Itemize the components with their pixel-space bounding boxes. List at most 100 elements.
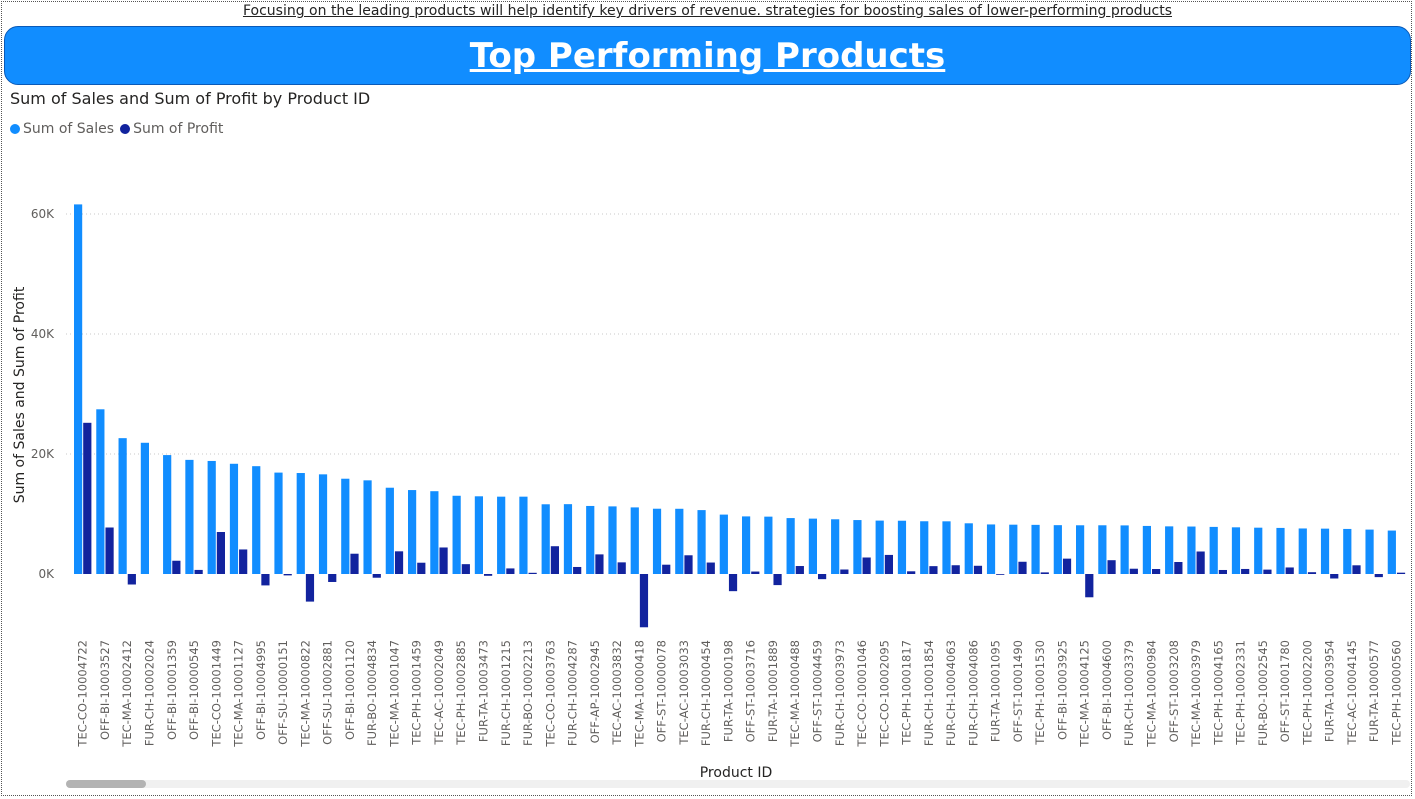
profit-bar-2 [127,574,136,585]
x-tick-label: FUR-CH-10000454 [699,640,713,746]
sales-bar-45 [1076,525,1085,574]
profit-bar-9 [283,574,292,576]
sales-bar-6 [207,460,216,574]
title-banner: Top Performing Products [4,26,1411,85]
profit-bar-14 [394,551,404,574]
chart-title: Sum of Sales and Sum of Profit by Produc… [10,89,371,108]
x-tick-label: FUR-CH-10001854 [922,640,936,746]
profit-bar-25 [639,574,649,628]
profit-bar-58 [1374,574,1383,578]
profit-bar-21 [550,546,559,574]
sales-bar-53 [1254,527,1263,574]
sales-bar-52 [1231,527,1241,574]
y-axis-title: Sum of Sales and Sum of Profit [12,286,28,503]
profit-bar-44 [1062,558,1072,574]
legend-profit-marker [120,124,131,134]
sales-bar-32 [786,518,795,574]
y-tick-label: 0K [38,567,55,581]
sales-bar-58 [1365,529,1374,574]
sales-bar-34 [831,519,840,574]
profit-bar-34 [840,569,849,574]
x-tick-label: TEC-PH-10002200 [1300,640,1314,746]
sales-bar-36 [875,520,884,574]
sales-bar-21 [541,504,550,574]
sales-bar-49 [1165,526,1174,574]
legend-item-sales[interactable]: Sum of Sales [10,121,114,137]
x-tick-label: FUR-CH-10001215 [499,640,513,746]
profit-bar-10 [305,574,315,602]
sales-bar-2 [118,438,127,574]
sales-bar-54 [1276,527,1285,574]
x-tick-label: FUR-BO-10004834 [365,640,379,746]
horizontal-scrollbar-thumb[interactable] [66,780,146,788]
sales-bar-27 [675,508,684,574]
sales-bar-47 [1120,525,1129,574]
x-tick-label: TEC-CO-10001449 [209,640,223,748]
x-tick-label: OFF-SU-10002881 [321,640,335,745]
profit-bar-26 [662,564,671,574]
x-tick-label: FUR-CH-10002024 [143,640,157,746]
profit-bar-47 [1129,568,1138,574]
sales-bar-13 [363,480,372,574]
profit-bar-4 [172,560,181,574]
sales-bar-48 [1142,525,1151,574]
profit-bar-5 [194,569,203,574]
profit-bar-41 [996,574,1005,575]
legend-sales-marker [10,124,20,134]
legend-item-profit[interactable]: Sum of Profit [120,121,223,137]
horizontal-scrollbar-track[interactable] [66,780,1410,788]
sales-bar-15 [408,490,417,574]
x-tick-label: OFF-ST-10003716 [744,640,758,742]
sales-bar-37 [897,520,907,574]
sales-bar-39 [942,521,951,574]
x-tick-label: TEC-PH-10002885 [454,640,468,746]
x-tick-label: TEC-MA-10000822 [298,640,312,748]
profit-bar-1 [105,527,114,574]
profit-bar-51 [1218,569,1227,574]
profit-bar-29 [728,574,738,592]
x-tick-label: OFF-ST-10004459 [811,640,825,742]
x-tick-label: TEC-MA-10000984 [1145,640,1159,748]
sales-bar-7 [229,463,239,574]
profit-bar-15 [417,562,426,574]
sales-bar-8 [252,466,261,574]
y-tick-label: 60K [31,207,55,221]
x-tick-label: TEC-AC-10004145 [1345,640,1359,746]
report-subtitle: Focusing on the leading products will he… [242,3,1173,19]
profit-bar-48 [1152,569,1161,574]
sales-bar-14 [385,487,394,574]
x-tick-label: OFF-ST-10001490 [1011,640,1025,742]
sales-bar-40 [964,523,973,574]
profit-bar-16 [439,547,448,574]
y-tick-label: 40K [31,327,55,341]
profit-bar-22 [573,566,582,574]
sales-bar-55 [1298,528,1307,574]
sales-bar-19 [497,496,506,574]
x-tick-label: TEC-MA-10000488 [788,640,802,748]
profit-bar-33 [818,574,827,580]
sales-bar-12 [341,478,350,574]
banner-title: Top Performing Products [469,35,946,76]
sales-bar-30 [742,516,751,574]
x-tick-label: OFF-BI-10001359 [165,640,179,740]
profit-bar-30 [751,571,760,574]
x-tick-label: TEC-CO-10004722 [76,640,90,748]
sales-bar-0 [74,204,83,574]
x-tick-label: OFF-BI-10004600 [1100,640,1114,740]
profit-bar-12 [350,553,359,574]
x-tick-label: TEC-PH-10001817 [900,640,914,746]
profit-bar-35 [862,557,871,574]
profit-bar-57 [1352,565,1361,574]
sales-bar-51 [1209,526,1218,574]
x-tick-label: FUR-CH-10004063 [944,640,958,746]
sales-bar-4 [163,455,172,574]
sales-bar-5 [185,459,194,574]
profit-bar-50 [1196,551,1205,574]
profit-bar-19 [506,568,515,574]
x-tick-label: TEC-AC-10003832 [610,640,624,746]
profit-bar-17 [461,564,470,574]
sales-bar-31 [764,516,773,574]
sales-bar-10 [296,473,305,574]
x-tick-label: TEC-MA-10003979 [1189,640,1203,748]
